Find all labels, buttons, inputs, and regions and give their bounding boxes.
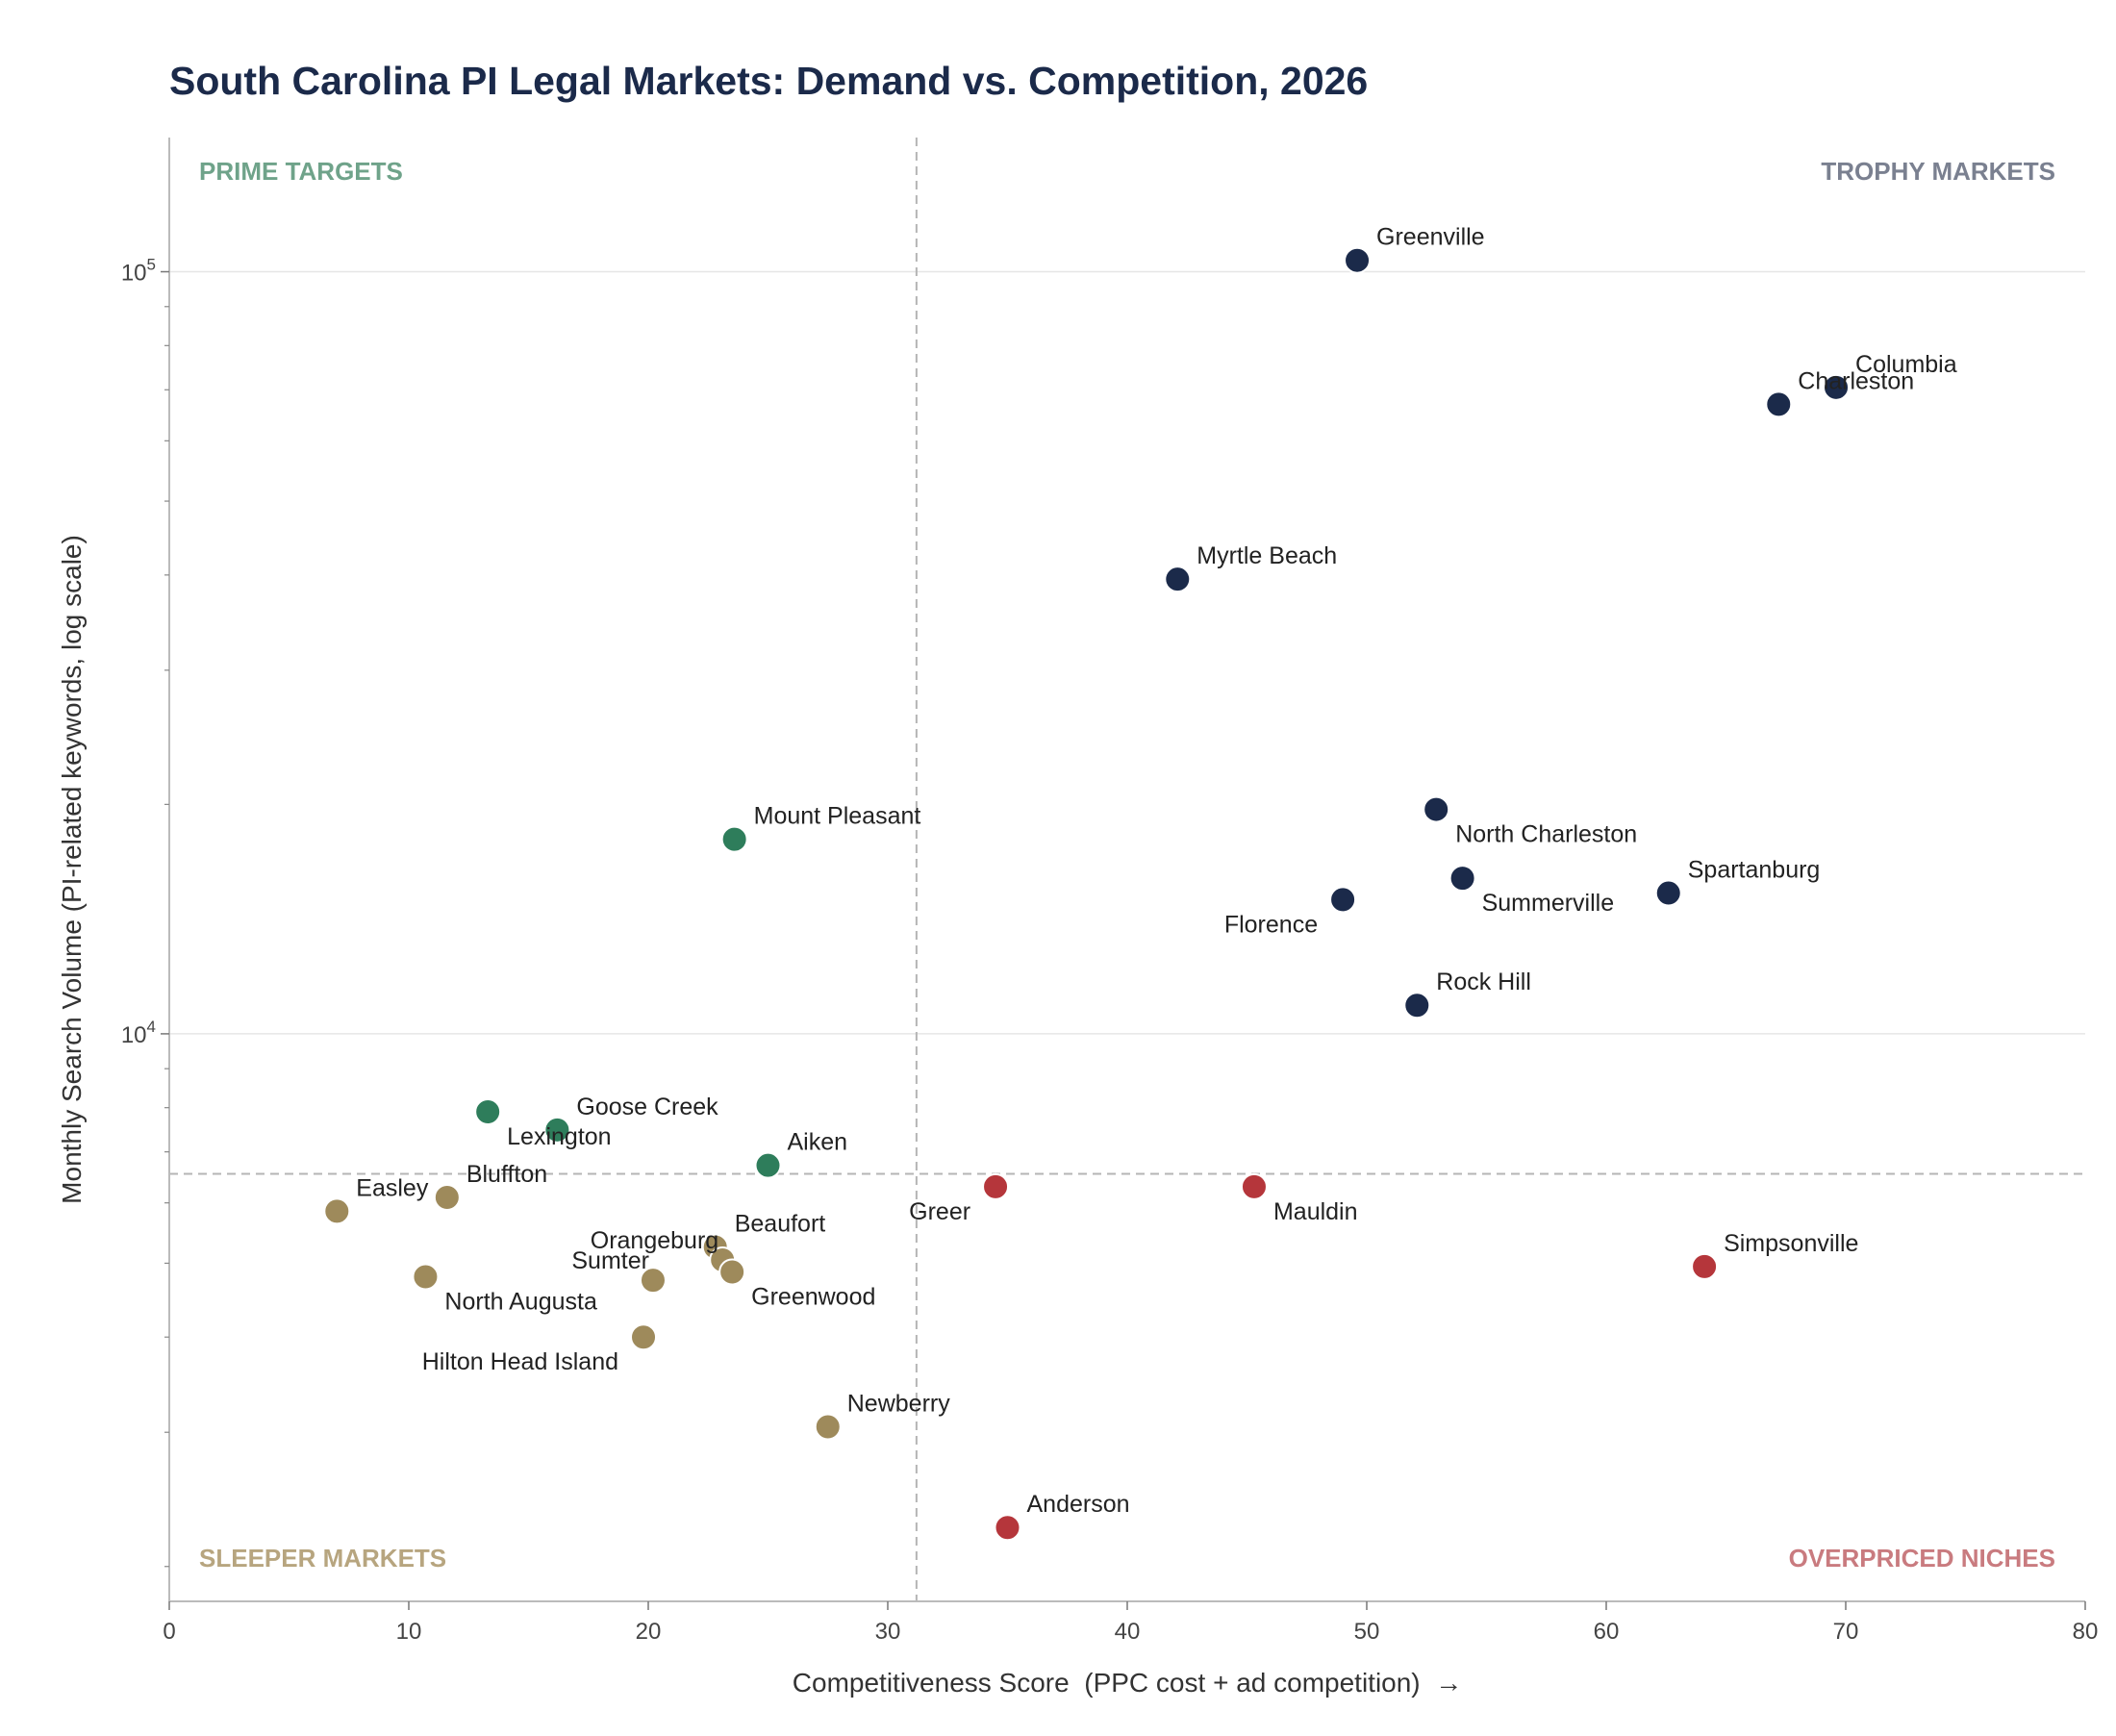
point-florence (1329, 886, 1357, 914)
label-spartanburg: Spartanburg (1688, 857, 1821, 884)
point-hilton-head-island (630, 1323, 658, 1351)
data-points (323, 246, 1851, 1542)
x-tick-label: 80 (2073, 1619, 2099, 1645)
y-ticks: 104 105 (121, 256, 169, 1568)
quadrant-labels: PRIME TARGETS TROPHY MARKETS SLEEPER MARKE… (199, 157, 2055, 1572)
reference-lines (169, 138, 2085, 1601)
label-bluffton: Bluffton (466, 1161, 547, 1188)
x-tick-label: 60 (1594, 1619, 1620, 1645)
label-florence: Florence (1224, 911, 1318, 938)
quadrant-label: OVERPRICED NICHES (1789, 1544, 2055, 1572)
label-goose-creek: Goose Creek (576, 1094, 718, 1120)
point-spartanburg (1654, 879, 1682, 907)
point-lexington (474, 1098, 502, 1126)
point-north-charleston (1423, 795, 1450, 823)
label-hilton-head-island: Hilton Head Island (422, 1348, 618, 1375)
x-tick-label: 40 (1115, 1619, 1141, 1645)
label-columbia: Columbia (1855, 351, 1957, 378)
point-myrtle-beach (1164, 566, 1192, 593)
label-aiken: Aiken (788, 1129, 848, 1156)
point-aiken (754, 1151, 782, 1179)
x-tick-label: 0 (163, 1619, 175, 1645)
label-greer: Greer (909, 1198, 970, 1225)
chart-title: South Carolina PI Legal Markets: Demand … (169, 59, 1368, 103)
label-greenville: Greenville (1376, 224, 1485, 251)
point-mount-pleasant (720, 825, 748, 853)
point-anderson (994, 1514, 1021, 1542)
label-newberry: Newberry (847, 1391, 950, 1418)
point-simpsonville (1691, 1252, 1719, 1280)
label-beaufort: Beaufort (735, 1211, 826, 1238)
point-greenville (1344, 246, 1372, 274)
x-axis-label: Competitiveness Score (PPC cost + ad com… (793, 1668, 1462, 1698)
label-myrtle-beach: Myrtle Beach (1197, 542, 1337, 569)
label-mount-pleasant: Mount Pleasant (754, 803, 921, 830)
label-north-augusta: North Augusta (444, 1288, 597, 1315)
x-tick-label: 30 (875, 1619, 901, 1645)
label-lexington: Lexington (507, 1123, 611, 1150)
quadrant-label: PRIME TARGETS (199, 157, 403, 186)
label-simpsonville: Simpsonville (1724, 1230, 1858, 1257)
label-easley: Easley (356, 1174, 429, 1201)
point-bluffton (433, 1183, 461, 1211)
point-goose-creek (543, 1116, 571, 1144)
point-columbia (1823, 373, 1851, 401)
x-tick-label: 20 (636, 1619, 662, 1645)
y-tick-label: 104 (121, 1018, 156, 1048)
label-mauldin: Mauldin (1273, 1198, 1358, 1225)
label-orangeburg: Orangeburg (591, 1227, 718, 1254)
label-north-charleston: North Charleston (1455, 821, 1637, 848)
point-north-augusta (412, 1263, 440, 1291)
point-greer (982, 1172, 1010, 1200)
point-summerville (1448, 865, 1476, 893)
label-greenwood: Greenwood (751, 1283, 875, 1310)
quadrant-label: SLEEPER MARKETS (199, 1544, 446, 1572)
point-greenwood (718, 1258, 746, 1286)
x-tick-label: 50 (1354, 1619, 1380, 1645)
y-axis-label: Monthly Search Volume (PI-related keywor… (57, 535, 87, 1204)
label-summerville: Summerville (1482, 890, 1615, 917)
grid-layer (169, 270, 2085, 1035)
label-rock-hill: Rock Hill (1436, 969, 1531, 995)
label-anderson: Anderson (1027, 1491, 1130, 1518)
label-sumter: Sumter (571, 1247, 649, 1274)
x-tick-label: 10 (396, 1619, 422, 1645)
x-tick-label: 70 (1833, 1619, 1859, 1645)
point-easley (323, 1197, 351, 1225)
point-charleston (1765, 390, 1793, 418)
point-sumter (639, 1267, 667, 1295)
point-mauldin (1240, 1172, 1268, 1200)
point-newberry (814, 1413, 842, 1441)
y-tick-label: 105 (121, 256, 156, 287)
label-charleston: Charleston (1798, 367, 1914, 394)
quadrant-label: TROPHY MARKETS (1821, 157, 2055, 186)
x-ticks: 0 10 20 30 40 50 60 70 80 (163, 1601, 2098, 1645)
point-rock-hill (1403, 992, 1431, 1019)
